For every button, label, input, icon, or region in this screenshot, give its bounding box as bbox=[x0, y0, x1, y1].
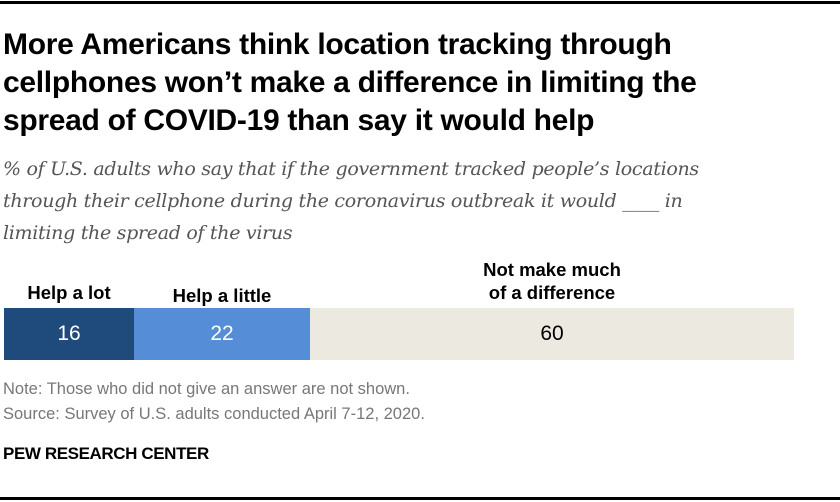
subtitle-line: limiting the spread of the virus bbox=[3, 222, 293, 244]
top-rule bbox=[0, 1, 840, 4]
source-text: Source: Survey of U.S. adults conducted … bbox=[3, 405, 425, 423]
bottom-rule bbox=[0, 497, 840, 500]
title-line: cellphones won’t make a difference in li… bbox=[3, 66, 697, 99]
label-line: Not make much bbox=[483, 259, 621, 280]
bar-segment-help-a-little: 22 bbox=[134, 308, 310, 360]
footnotes: Note: Those who did not give an answer a… bbox=[3, 377, 425, 427]
label-help-a-little: Help a little bbox=[172, 285, 272, 306]
bar-segment-not-make-difference: 60 bbox=[310, 308, 794, 360]
title-line: spread of COVID-19 than say it would hel… bbox=[3, 104, 595, 137]
chart-subtitle: % of U.S. adults who say that if the gov… bbox=[3, 153, 833, 249]
subtitle-line: % of U.S. adults who say that if the gov… bbox=[3, 158, 699, 180]
bar-segment-help-a-lot: 16 bbox=[4, 308, 134, 360]
subtitle-line: through their cellphone during the coron… bbox=[3, 190, 683, 212]
note-text: Note: Those who did not give an answer a… bbox=[3, 380, 410, 398]
label-help-a-lot: Help a lot bbox=[27, 282, 111, 303]
label-line: of a difference bbox=[488, 282, 616, 303]
chart-title: More Americans think location tracking t… bbox=[3, 26, 833, 140]
label-not-make-difference: Not make much of a difference bbox=[310, 258, 794, 304]
title-line: More Americans think location tracking t… bbox=[3, 28, 672, 61]
stacked-bar: 16 22 60 bbox=[4, 308, 794, 360]
brand-logo-text: PEW RESEARCH CENTER bbox=[3, 444, 209, 463]
